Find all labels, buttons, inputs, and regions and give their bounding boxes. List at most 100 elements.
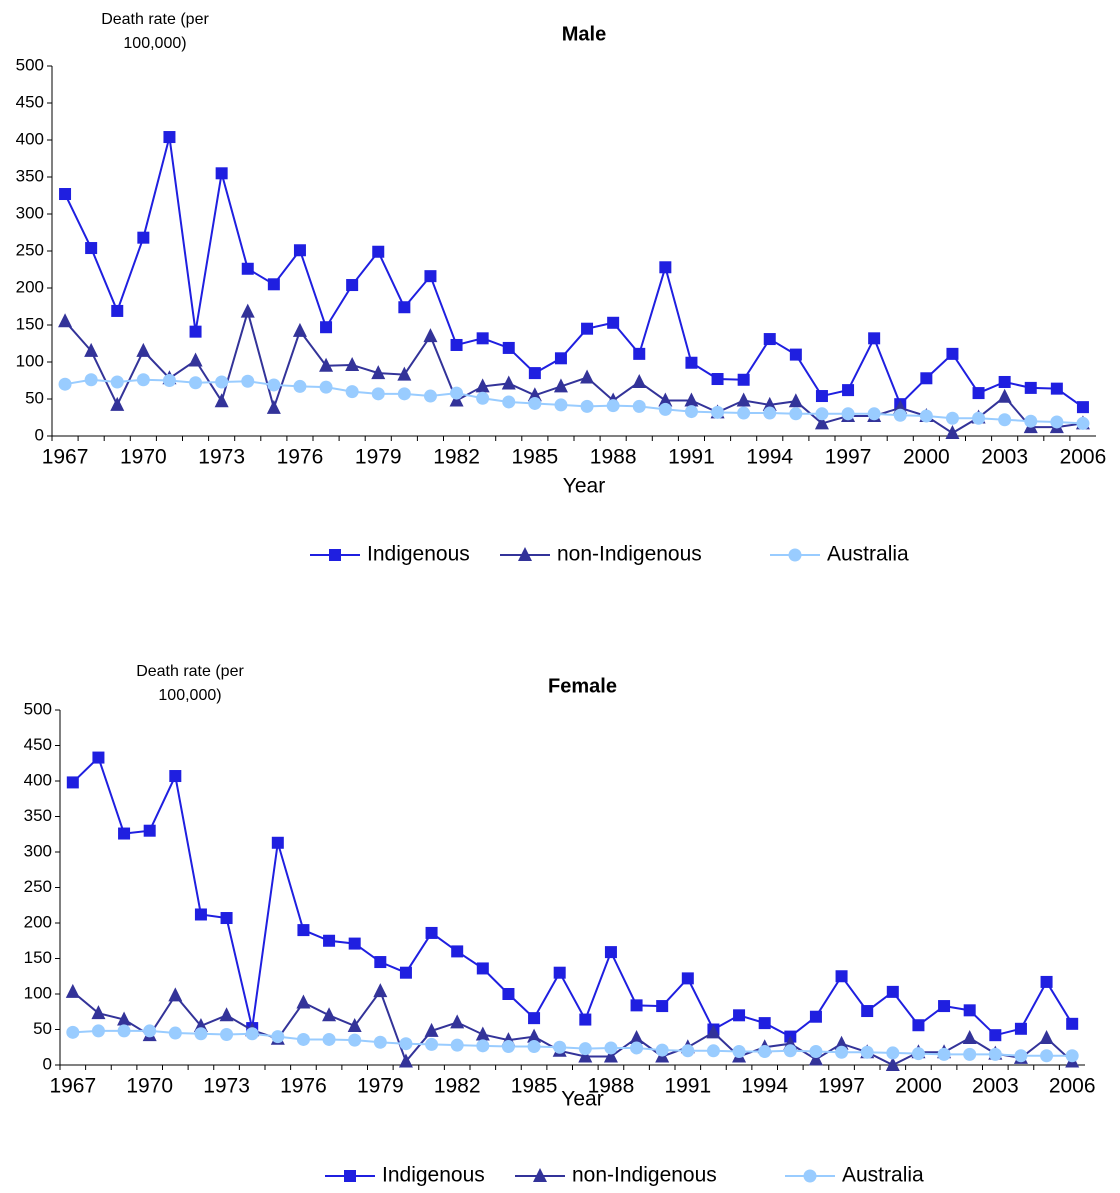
marker xyxy=(476,962,489,975)
marker xyxy=(706,1044,720,1058)
marker xyxy=(553,1040,567,1054)
x-tick-label: 1979 xyxy=(355,446,402,469)
marker xyxy=(91,1024,105,1038)
legend-marker xyxy=(329,549,341,561)
marker xyxy=(450,338,463,351)
marker xyxy=(684,405,698,419)
marker xyxy=(630,1041,644,1055)
marker xyxy=(809,1010,822,1023)
y-tick-label: 300 xyxy=(24,841,52,860)
marker xyxy=(758,1017,771,1030)
marker xyxy=(189,325,202,338)
marker xyxy=(319,357,334,372)
marker xyxy=(347,1017,362,1032)
x-tick-label: 1973 xyxy=(198,446,245,469)
legend-marker xyxy=(518,547,532,561)
marker xyxy=(66,1025,80,1039)
marker xyxy=(861,1005,874,1018)
x-tick-label: 1991 xyxy=(664,1075,711,1098)
marker xyxy=(758,1045,772,1059)
y-tick-label: 100 xyxy=(24,983,52,1002)
marker xyxy=(345,356,360,371)
y-tick-label: 50 xyxy=(33,1019,52,1038)
marker xyxy=(578,1048,593,1063)
marker xyxy=(554,352,567,365)
marker xyxy=(632,373,647,388)
marker xyxy=(815,390,828,403)
series-line xyxy=(72,1029,1073,1057)
legend-label: Australia xyxy=(827,543,909,566)
marker xyxy=(809,1045,823,1059)
marker xyxy=(579,1013,592,1026)
x-tick-label: 2006 xyxy=(1049,1075,1096,1098)
y-tick-label: 500 xyxy=(24,699,52,718)
marker xyxy=(962,1030,977,1045)
marker xyxy=(737,406,751,420)
marker xyxy=(685,356,698,369)
marker xyxy=(168,987,183,1002)
marker xyxy=(58,313,73,328)
marker xyxy=(110,396,125,411)
marker xyxy=(215,375,229,389)
marker xyxy=(842,384,855,397)
legend-label: non-Indigenous xyxy=(557,543,702,566)
marker xyxy=(732,1045,746,1059)
marker xyxy=(658,402,672,416)
marker xyxy=(963,1047,977,1061)
marker xyxy=(860,1045,874,1059)
x-tick-label: 1985 xyxy=(511,446,558,469)
x-tick-label: 1982 xyxy=(434,1075,481,1098)
marker xyxy=(658,392,673,407)
y-tick-label: 450 xyxy=(24,735,52,754)
marker xyxy=(169,770,182,783)
marker xyxy=(215,167,228,180)
marker xyxy=(501,1040,515,1054)
marker xyxy=(1039,1030,1054,1045)
marker xyxy=(938,1000,951,1013)
marker xyxy=(1076,416,1090,430)
marker xyxy=(214,393,229,408)
x-tick-label: 1976 xyxy=(280,1075,327,1098)
marker xyxy=(711,405,725,419)
marker xyxy=(59,188,72,201)
marker xyxy=(919,409,933,423)
marker xyxy=(117,1011,132,1026)
marker xyxy=(868,332,881,345)
x-tick-label: 1970 xyxy=(120,446,167,469)
marker xyxy=(789,407,803,421)
y-tick-label: 250 xyxy=(16,240,44,259)
marker xyxy=(266,399,281,414)
marker xyxy=(501,375,516,390)
marker xyxy=(763,333,776,346)
y-tick-label: 50 xyxy=(25,388,44,407)
marker xyxy=(528,367,541,380)
marker xyxy=(997,388,1012,403)
marker xyxy=(398,1053,413,1068)
marker xyxy=(886,1046,900,1060)
marker xyxy=(911,1047,925,1061)
x-tick-label: 1997 xyxy=(825,446,872,469)
marker xyxy=(788,393,803,408)
marker xyxy=(736,392,751,407)
y-tick-label: 0 xyxy=(43,1054,52,1073)
marker xyxy=(475,378,490,393)
marker xyxy=(912,1019,925,1032)
marker xyxy=(320,321,333,334)
marker xyxy=(85,242,98,255)
marker xyxy=(527,1040,541,1054)
marker xyxy=(450,386,464,400)
marker xyxy=(163,131,176,144)
marker xyxy=(194,908,207,921)
x-axis-label: Year xyxy=(561,1088,603,1111)
marker xyxy=(267,278,280,291)
y-tick-label: 400 xyxy=(16,129,44,148)
marker xyxy=(398,301,411,314)
marker xyxy=(476,332,489,345)
x-tick-label: 1988 xyxy=(590,446,637,469)
x-tick-label: 1967 xyxy=(49,1075,96,1098)
marker xyxy=(711,373,724,386)
x-tick-label: 1991 xyxy=(668,446,715,469)
marker xyxy=(373,1035,387,1049)
marker xyxy=(450,1038,464,1052)
marker xyxy=(632,399,646,413)
